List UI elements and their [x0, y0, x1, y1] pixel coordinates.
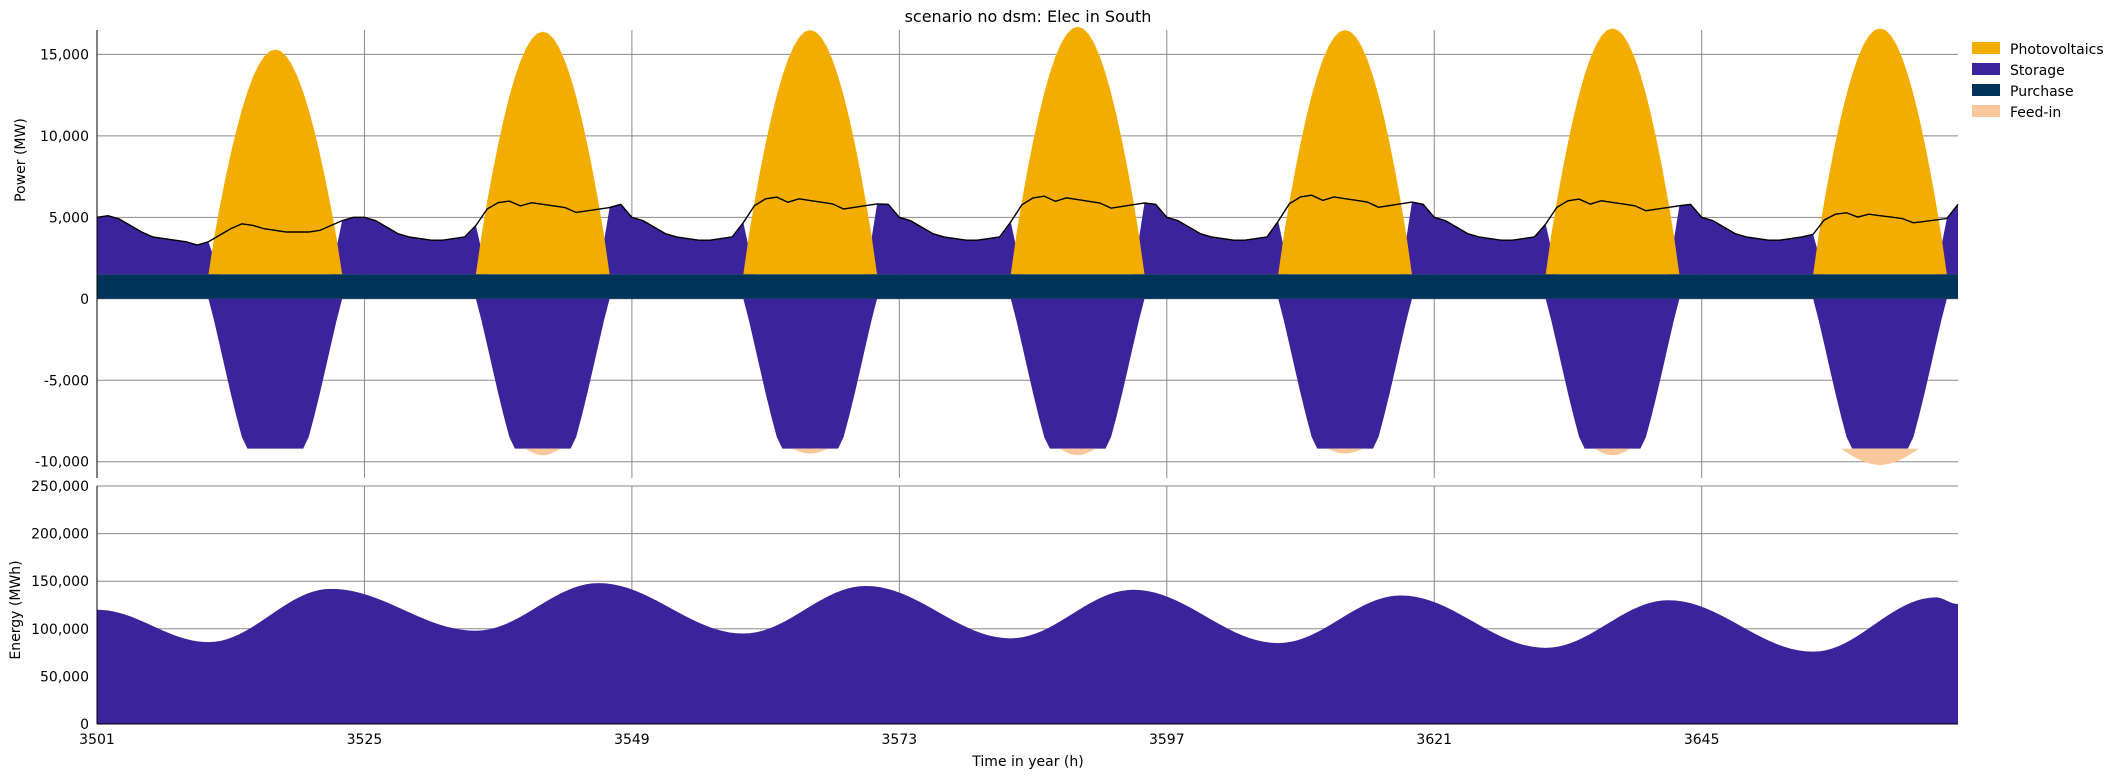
x-axis-ticks: 3501 3525 3549 3573 3597 3621 3645 [79, 732, 1719, 748]
pv-area-3 [743, 30, 878, 275]
feed-in-area-1 [524, 448, 561, 456]
power-y-tick-label: -5,000 [44, 373, 89, 389]
demand-line [96, 194, 1959, 246]
energy-y-label: Energy (MWh) [8, 560, 24, 659]
storage-charge-area-2 [475, 298, 610, 449]
x-tick-label: 3501 [79, 732, 115, 748]
storage-discharge-area [97, 202, 1958, 275]
storage-charge-area-4 [1010, 298, 1145, 449]
legend-label: Purchase [2010, 84, 2074, 100]
pv-area-6 [1545, 28, 1680, 275]
power-y-tick-label: 10,000 [40, 129, 89, 145]
feed-in-area-6 [1840, 448, 1919, 465]
energy-areas [97, 583, 1958, 724]
legend-label: Photovoltaics [2010, 42, 2104, 58]
legend-swatch [1972, 42, 2000, 54]
legend-label: Storage [2010, 63, 2065, 79]
feed-in-area-5 [1594, 448, 1631, 456]
power-y-label: Power (MW) [13, 118, 29, 202]
x-tick-label: 3573 [882, 732, 918, 748]
feed-in-area-3 [1059, 448, 1096, 456]
legend: Photovoltaics Storage Purchase Feed-in [1972, 42, 2104, 121]
pv-area-4 [1010, 26, 1145, 275]
power-y-tick-label: 15,000 [40, 47, 89, 63]
energy-storage-area [97, 583, 1958, 724]
pv-area-7 [1813, 28, 1947, 275]
energy-y-tick-label: 50,000 [40, 669, 89, 685]
legend-label: Feed-in [2010, 105, 2061, 121]
legend-swatch [1972, 105, 2000, 117]
storage-charge-area-1 [208, 298, 343, 449]
x-axis-label: Time in year (h) [971, 754, 1083, 770]
energy-y-tick-label: 100,000 [31, 622, 89, 638]
purchase-area [97, 274, 1958, 299]
x-tick-label: 3645 [1684, 732, 1720, 748]
energy-y-tick-label: 200,000 [31, 527, 89, 543]
energy-y-tick-label: 0 [80, 717, 89, 733]
storage-charge-area-7 [1813, 298, 1947, 449]
power-y-tick-label: 0 [80, 292, 89, 308]
pv-area-1 [208, 49, 343, 275]
storage-charge-area-5 [1278, 298, 1412, 449]
x-tick-label: 3621 [1416, 732, 1452, 748]
legend-swatch [1972, 63, 2000, 75]
feed-in-area-4 [1327, 448, 1363, 454]
power-y-tick-label: -10,000 [35, 455, 89, 471]
energy-y-tick-label: 150,000 [31, 574, 89, 590]
pv-area-2 [475, 31, 610, 275]
storage-charge-area-3 [743, 298, 878, 449]
pv-area-5 [1278, 30, 1412, 275]
power-y-ticks: 15,000 10,000 5,000 0 -5,000 -10,000 [35, 30, 98, 478]
x-tick-label: 3525 [347, 732, 383, 748]
chart-title: scenario no dsm: Elec in South [905, 7, 1152, 26]
legend-swatch [1972, 84, 2000, 96]
energy-y-tick-label: 250,000 [31, 479, 89, 495]
feed-in-area-2 [792, 448, 829, 454]
x-tick-label: 3549 [614, 732, 650, 748]
power-y-tick-label: 5,000 [49, 210, 89, 226]
energy-y-ticks: 250,000 200,000 150,000 100,000 50,000 0 [31, 479, 1958, 733]
x-tick-label: 3597 [1149, 732, 1185, 748]
power-areas [96, 26, 1959, 465]
storage-charge-area-6 [1545, 298, 1680, 449]
